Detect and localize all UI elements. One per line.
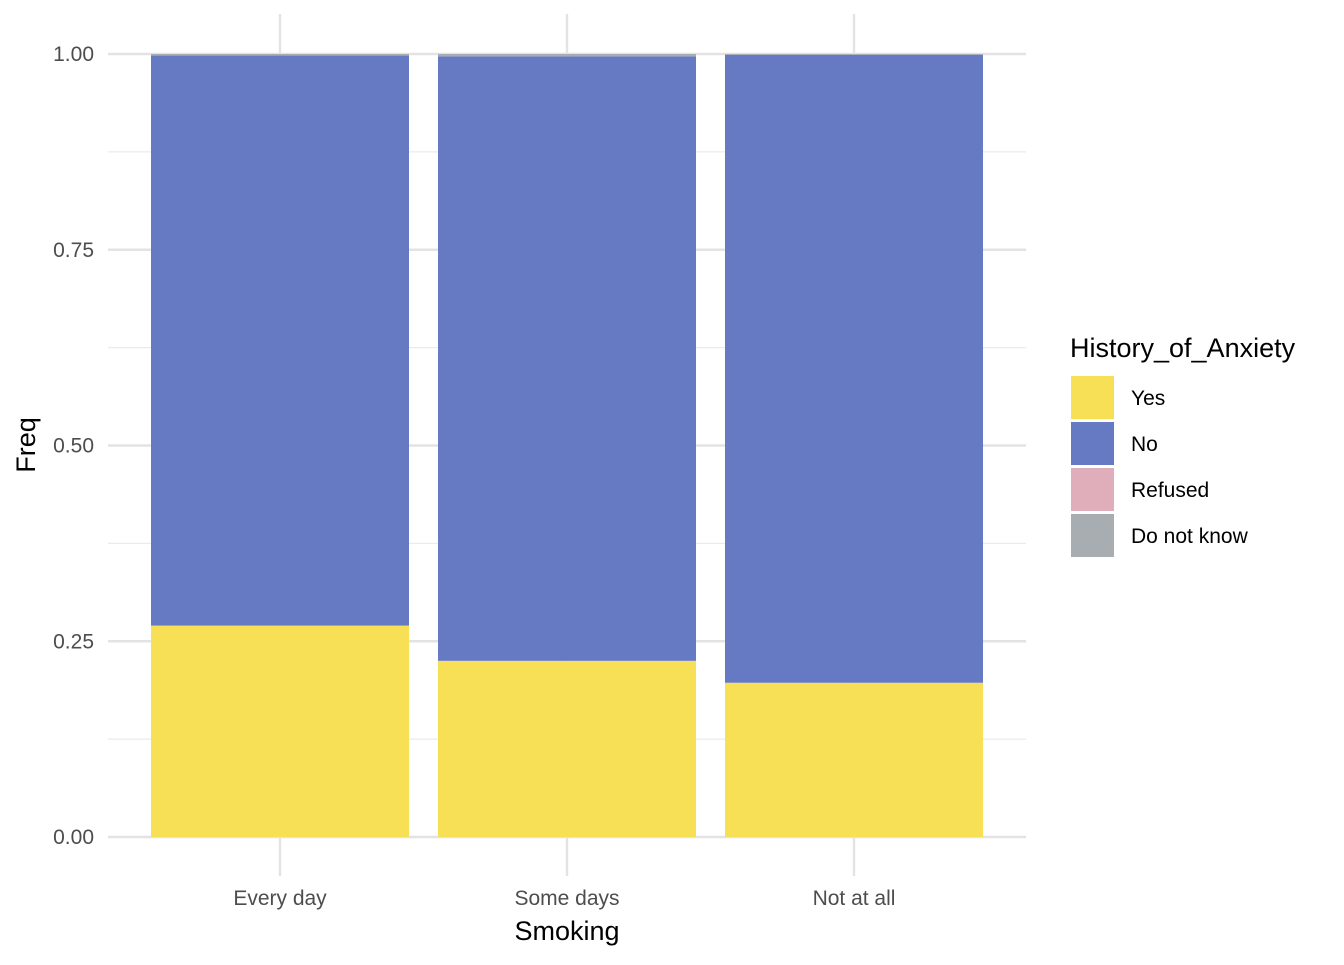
legend-title: History_of_Anxiety [1070,333,1296,363]
bar-yes-some-days [438,660,696,837]
x-tick-label: Every day [233,887,327,910]
bar-no-every-day [151,55,409,626]
bar-do-not-know-some-days [438,54,696,57]
y-tick-label: 0.00 [53,826,94,849]
bar-yes-not-at-all [725,682,983,837]
y-axis-title: Freq [11,417,41,473]
bar-no-not-at-all [725,54,983,683]
y-tick-label: 0.25 [53,630,94,653]
legend-swatch-no [1071,422,1114,465]
legend-label: No [1131,433,1158,456]
legend-label: Refused [1131,479,1209,502]
bar-do-not-know-not-at-all [725,54,983,55]
bar-yes-every-day [151,625,409,837]
y-tick-label: 1.00 [53,43,94,66]
legend-swatch-refused [1071,468,1114,511]
y-axis-ticks: 0.00 0.25 0.50 0.75 1.00 [53,43,94,849]
bars [151,54,983,837]
bar-do-not-know-every-day [151,54,409,56]
y-tick-label: 0.75 [53,239,94,262]
x-tick-label: Some days [514,887,619,910]
x-axis-ticks: Every day Some days Not at all [233,887,895,910]
legend-swatch-yes [1071,376,1114,419]
y-tick-label: 0.50 [53,435,94,458]
legend-items: Yes No Refused Do not know [1071,376,1249,557]
legend: History_of_Anxiety Yes No Refused Do not kn… [1070,333,1296,557]
bar-no-some-days [438,56,696,661]
legend-swatch-do-not-know [1071,514,1114,557]
legend-label: Yes [1131,387,1165,410]
x-axis-title: Smoking [514,916,619,946]
legend-label: Do not know [1131,525,1249,548]
x-tick-label: Not at all [813,887,896,910]
